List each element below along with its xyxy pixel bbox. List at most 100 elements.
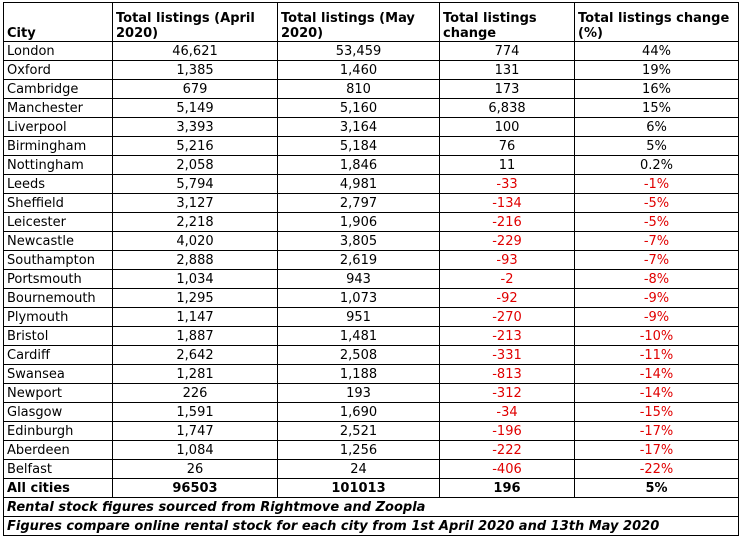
cell: 46,621 (112, 41, 278, 61)
cell: -93 (439, 250, 575, 270)
cell: 5,794 (112, 174, 278, 194)
cell: All cities (3, 478, 113, 498)
cell: 3,805 (277, 231, 440, 251)
cell: 2,508 (277, 345, 440, 365)
table-row: Birmingham 5,216 5,184 76 5% (3, 136, 739, 156)
cell: Bournemouth (3, 288, 113, 308)
cell: 6% (574, 117, 739, 137)
cell: 1,481 (277, 326, 440, 346)
cell: 226 (112, 383, 278, 403)
cell: -7% (574, 250, 739, 270)
table-row: Leicester 2,218 1,906 -216 -5% (3, 212, 739, 232)
cell: 193 (277, 383, 440, 403)
cell: -222 (439, 440, 575, 460)
cell: 173 (439, 79, 575, 99)
cell: Sheffield (3, 193, 113, 213)
cell: Oxford (3, 60, 113, 80)
cell: -406 (439, 459, 575, 479)
cell: 2,642 (112, 345, 278, 365)
cell: -331 (439, 345, 575, 365)
cell: Newcastle (3, 231, 113, 251)
cell: Edinburgh (3, 421, 113, 441)
cell: 1,747 (112, 421, 278, 441)
header-cell: Total listings (April 2020) (112, 2, 278, 42)
cell: 24 (277, 459, 440, 479)
cell: 951 (277, 307, 440, 327)
cell: 1,460 (277, 60, 440, 80)
cell: 1,256 (277, 440, 440, 460)
table-row: Nottingham 2,058 1,846 11 0.2% (3, 155, 739, 175)
cell: 3,393 (112, 117, 278, 137)
cell: -11% (574, 345, 739, 365)
cell: -7% (574, 231, 739, 251)
cell: -5% (574, 212, 739, 232)
cell: 2,797 (277, 193, 440, 213)
cell: Liverpool (3, 117, 113, 137)
header-cell: Total listings change (%) (574, 2, 739, 42)
cell: London (3, 41, 113, 61)
cell: 16% (574, 79, 739, 99)
cell: 2,218 (112, 212, 278, 232)
table-row: Belfast 26 24 -406 -22% (3, 459, 739, 479)
cell: -1% (574, 174, 739, 194)
cell: -5% (574, 193, 739, 213)
table-row: Manchester 5,149 5,160 6,838 15% (3, 98, 739, 118)
cell: 6,838 (439, 98, 575, 118)
cell: 1,690 (277, 402, 440, 422)
cell: Southampton (3, 250, 113, 270)
cell: Manchester (3, 98, 113, 118)
cell: Aberdeen (3, 440, 113, 460)
cell: 1,281 (112, 364, 278, 384)
cell: 1,073 (277, 288, 440, 308)
cell: 4,020 (112, 231, 278, 251)
cell: 1,295 (112, 288, 278, 308)
cell: -134 (439, 193, 575, 213)
cell: 11 (439, 155, 575, 175)
cell: 1,887 (112, 326, 278, 346)
cell: Portsmouth (3, 269, 113, 289)
cell: 1,385 (112, 60, 278, 80)
cell: -270 (439, 307, 575, 327)
table-row: Newport 226 193 -312 -14% (3, 383, 739, 403)
cell: Cardiff (3, 345, 113, 365)
table-row: Plymouth 1,147 951 -270 -9% (3, 307, 739, 327)
cell: 2,058 (112, 155, 278, 175)
table-row: Bristol 1,887 1,481 -213 -10% (3, 326, 739, 346)
cell: Leeds (3, 174, 113, 194)
listings-table: City Total listings (April 2020) Total lis… (3, 2, 739, 536)
table-row: Swansea 1,281 1,188 -813 -14% (3, 364, 739, 384)
header-row: City Total listings (April 2020) Total lis… (3, 2, 739, 42)
cell: 3,127 (112, 193, 278, 213)
cell: -14% (574, 364, 739, 384)
cell: 101013 (277, 478, 440, 498)
cell: 131 (439, 60, 575, 80)
cell: 1,084 (112, 440, 278, 460)
cell: 943 (277, 269, 440, 289)
cell: 3,164 (277, 117, 440, 137)
cell: -22% (574, 459, 739, 479)
cell: 76 (439, 136, 575, 156)
cell: Plymouth (3, 307, 113, 327)
cell: 44% (574, 41, 739, 61)
total-row: All cities 96503 101013 196 5% (3, 478, 739, 498)
cell: -34 (439, 402, 575, 422)
table-row: Portsmouth 1,034 943 -2 -8% (3, 269, 739, 289)
table-row: Glasgow 1,591 1,690 -34 -15% (3, 402, 739, 422)
table-body: London 46,621 53,459 774 44% Oxford 1,385 1,460… (3, 41, 739, 536)
cell: Bristol (3, 326, 113, 346)
cell: -14% (574, 383, 739, 403)
cell: -2 (439, 269, 575, 289)
cell: 5,216 (112, 136, 278, 156)
table-row: Newcastle 4,020 3,805 -229 -7% (3, 231, 739, 251)
table-row: London 46,621 53,459 774 44% (3, 41, 739, 61)
cell: -10% (574, 326, 739, 346)
table-row: Sheffield 3,127 2,797 -134 -5% (3, 193, 739, 213)
cell: 774 (439, 41, 575, 61)
cell: 4,981 (277, 174, 440, 194)
cell: 5,149 (112, 98, 278, 118)
cell: 810 (277, 79, 440, 99)
table-row: Oxford 1,385 1,460 131 19% (3, 60, 739, 80)
cell: 5% (574, 136, 739, 156)
cell: 26 (112, 459, 278, 479)
